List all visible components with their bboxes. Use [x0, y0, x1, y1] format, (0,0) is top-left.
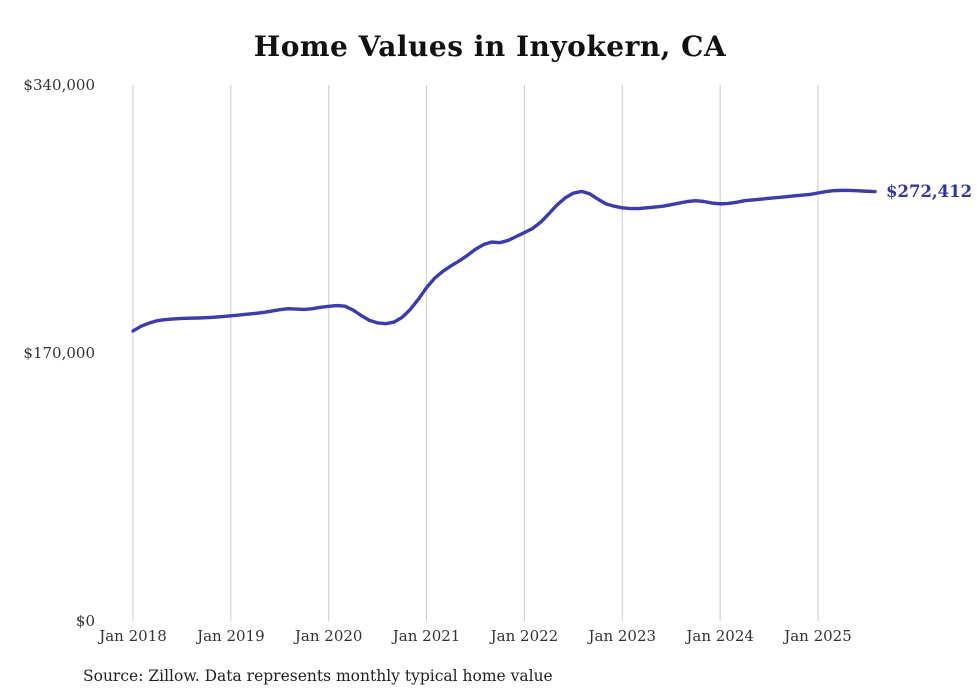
value-line	[131, 188, 877, 333]
chart-title: Home Values in Inyokern, CA	[253, 30, 727, 63]
y-axis-tick-label: $0	[75, 612, 95, 630]
x-axis-tick-label: Jan 2018	[99, 627, 167, 645]
y-axis-tick-label: $340,000	[23, 76, 95, 94]
x-axis-tick-label: Jan 2024	[686, 627, 754, 645]
x-axis-tick-label: Jan 2021	[392, 627, 461, 645]
x-axis-tick-label: Jan 2020	[294, 627, 363, 645]
source-note: Source: Zillow. Data represents monthly …	[83, 667, 553, 685]
latest-value-label: $272,412	[886, 181, 973, 201]
x-axis-tick-label: Jan 2022	[490, 627, 559, 645]
home-value-series-line	[131, 188, 877, 333]
y-axis-tick-label: $170,000	[23, 344, 95, 362]
gridlines	[132, 85, 819, 621]
x-axis-tick-label: Jan 2023	[588, 627, 657, 645]
x-axis-tick-label: Jan 2019	[197, 627, 265, 645]
x-axis-tick-label: Jan 2025	[784, 627, 852, 645]
